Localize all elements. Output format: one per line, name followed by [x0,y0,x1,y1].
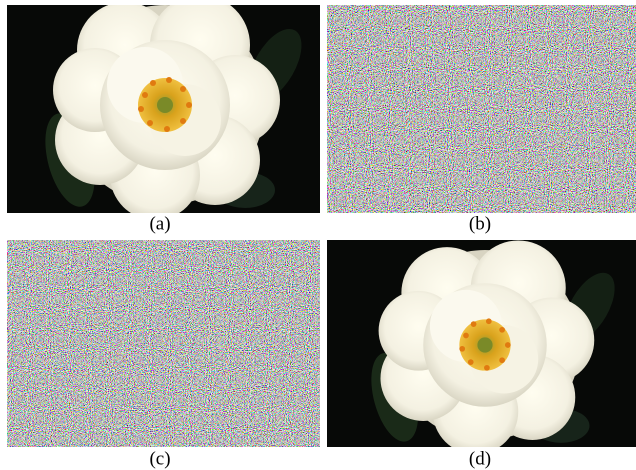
caption: (a) [149,213,170,234]
noise-image [327,5,636,213]
figure: (a) (b) (c) (d) [0,0,636,470]
caption: (c) [149,448,170,469]
panel-a: (a) [7,0,320,234]
panel-c: (c) [7,240,320,469]
caption: (d) [469,448,491,469]
page: {"figure": {"panels": [{"caption": "(a)"… [0,0,636,470]
noise-image [7,240,320,447]
panel-b: (b) [327,5,636,234]
panel-d: (d) [327,240,636,469]
caption: (b) [469,213,491,234]
